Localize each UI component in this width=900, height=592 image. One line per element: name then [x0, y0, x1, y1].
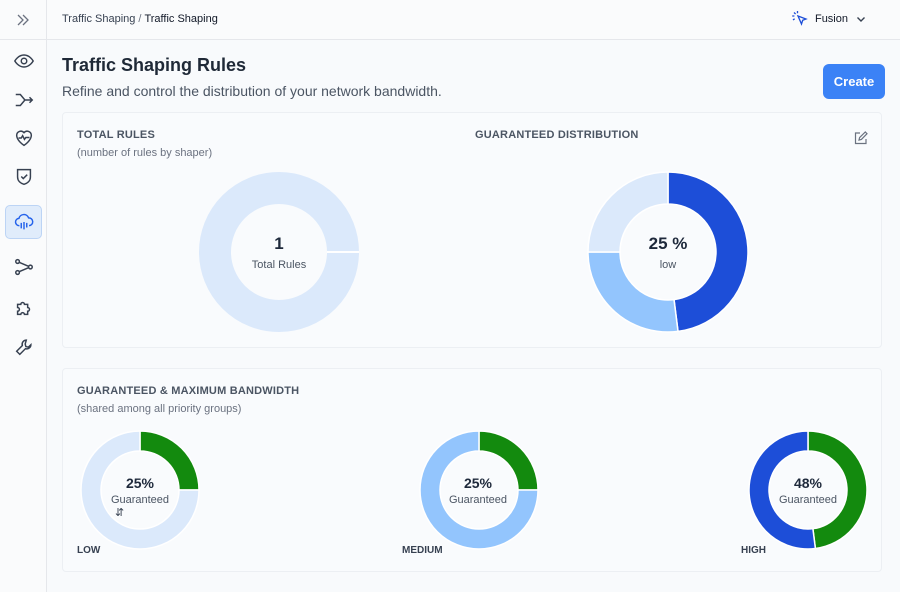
total-rules-caption: Total Rules [251, 259, 307, 271]
medium-center: 25% Guaranteed [438, 475, 518, 506]
high-value: 48% [793, 475, 823, 491]
page-title: Traffic Shaping Rules [62, 55, 247, 75]
sidebar-item-routing[interactable] [5, 83, 42, 117]
bandwidth-label: GUARANTEED & MAXIMUM BANDWIDTH [77, 385, 300, 397]
distribution-segment-0 [667, 171, 749, 333]
shield-check-icon [16, 168, 31, 186]
remaining-segment [748, 430, 817, 550]
create-button[interactable]: Create [823, 64, 885, 99]
guaranteed-distribution-chart [587, 171, 749, 333]
breadcrumb-separator: / [138, 13, 142, 25]
sidebar-item-overview[interactable] [5, 44, 42, 78]
total-rules-label: TOTAL RULES [77, 129, 155, 141]
edit-icon[interactable] [853, 130, 869, 146]
medium-label: MEDIUM [402, 545, 443, 556]
heart-pulse-icon [15, 130, 32, 147]
distribution-value: 25 % [648, 234, 688, 253]
breadcrumb: Traffic Shaping / Traffic Shaping [62, 13, 218, 25]
low-center: 25% Guaranteed ⇵ [100, 475, 180, 519]
sort-arrows-icon[interactable]: ⇵ [115, 507, 125, 519]
route-arrow-icon [15, 93, 33, 107]
medium-value: 25% [463, 475, 493, 491]
cursor-click-icon [792, 11, 808, 26]
share-nodes-icon [14, 258, 33, 276]
total-rules-center: 1 Total Rules [229, 234, 329, 271]
high-caption: Guaranteed [778, 494, 838, 506]
total-rules-chart [199, 172, 359, 332]
remaining-segment [80, 430, 200, 550]
puzzle-icon [16, 301, 30, 316]
guaranteed-distribution-label: GUARANTEED DISTRIBUTION [475, 129, 639, 141]
low-bandwidth-chart [80, 430, 200, 550]
distribution-caption: low [659, 259, 677, 271]
high-label: HIGH [741, 545, 766, 556]
total-rules-value: 1 [274, 234, 284, 253]
eye-icon [13, 54, 34, 68]
distribution-center: 25 % low [618, 234, 718, 271]
bandwidth-sublabel: (shared among all priority groups) [77, 403, 242, 415]
low-value: 25% [125, 475, 155, 491]
sidebar-item-tools[interactable] [5, 330, 42, 364]
low-label: LOW [77, 545, 101, 556]
org-name: Fusion [814, 13, 848, 25]
org-switcher[interactable]: Fusion [791, 10, 868, 28]
sidebar-item-security[interactable] [5, 160, 42, 194]
wrench-icon [15, 339, 32, 356]
sidebar-item-connections[interactable] [5, 250, 42, 284]
low-caption: Guaranteed [110, 494, 170, 506]
breadcrumb-item[interactable]: Traffic Shaping [62, 13, 136, 25]
remaining-segment [419, 430, 539, 550]
sidebar [0, 0, 47, 592]
page-subtitle: Refine and control the distribution of y… [62, 83, 442, 99]
sidebar-toggle[interactable] [0, 0, 46, 40]
breadcrumb-current: Traffic Shaping [144, 13, 218, 25]
top-bar: Traffic Shaping / Traffic Shaping Fusion [47, 0, 900, 40]
high-center: 48% Guaranteed [768, 475, 848, 506]
chevrons-right-icon [17, 14, 29, 25]
summary-card: TOTAL RULES (number of rules by shaper) … [62, 112, 882, 348]
medium-bandwidth-chart [419, 430, 539, 550]
sidebar-item-traffic-shaping[interactable] [5, 205, 42, 239]
guaranteed-segment [807, 430, 868, 550]
cloud-traffic-icon [14, 213, 33, 230]
medium-caption: Guaranteed [448, 494, 508, 506]
sidebar-item-integrations[interactable] [5, 291, 42, 325]
sidebar-item-health[interactable] [5, 121, 42, 155]
high-bandwidth-chart [748, 430, 868, 550]
chevron-down-icon [857, 17, 865, 22]
distribution-segment-2 [587, 171, 669, 253]
total-rules-sublabel: (number of rules by shaper) [77, 147, 213, 159]
